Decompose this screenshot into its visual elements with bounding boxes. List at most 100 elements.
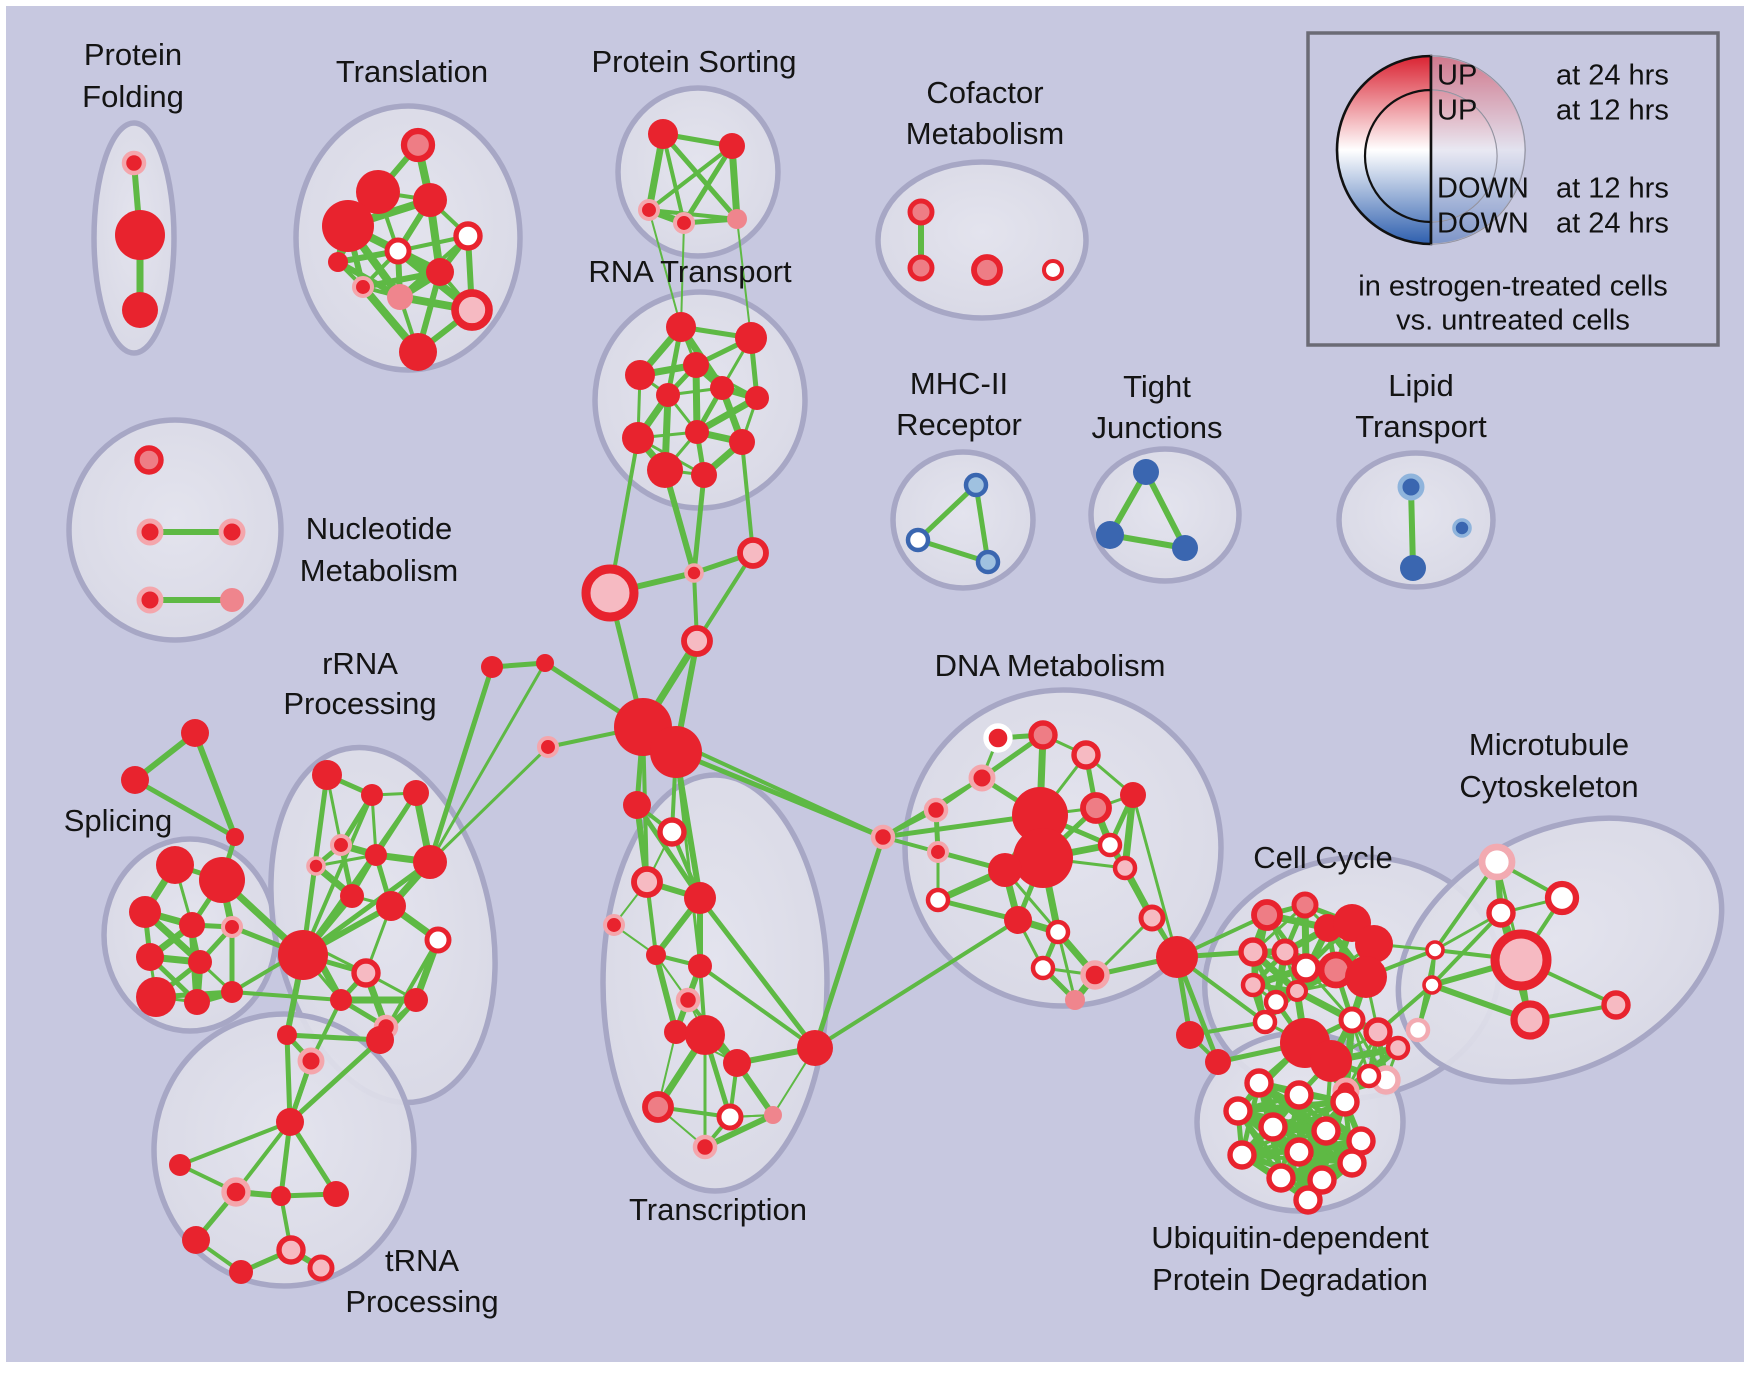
- network-node-r[interactable]: [1004, 906, 1032, 934]
- network-node-p[interactable]: [387, 284, 413, 310]
- network-node-rw[interactable]: [1252, 1009, 1278, 1035]
- network-node-r[interactable]: [745, 386, 769, 410]
- network-node-r[interactable]: [399, 333, 437, 371]
- network-node-b[interactable]: [1400, 555, 1426, 581]
- network-node-pr[interactable]: [136, 586, 164, 614]
- network-node-r[interactable]: [169, 1154, 191, 1176]
- network-node-r[interactable]: [328, 252, 348, 272]
- network-node-lb[interactable]: [1397, 473, 1425, 501]
- network-node-rp[interactable]: [1363, 1017, 1393, 1047]
- network-node-rp[interactable]: [631, 866, 663, 898]
- network-node-rw[interactable]: [1030, 955, 1056, 981]
- network-node-r[interactable]: [322, 200, 374, 252]
- network-node-r[interactable]: [221, 981, 243, 1003]
- network-node-pr[interactable]: [297, 1047, 325, 1075]
- network-node-rr[interactable]: [1080, 792, 1112, 824]
- network-node-rp[interactable]: [1271, 938, 1299, 966]
- network-node-rw[interactable]: [453, 221, 483, 251]
- network-node-r[interactable]: [330, 989, 352, 1011]
- network-node-r[interactable]: [1355, 925, 1393, 963]
- network-node-rw[interactable]: [1284, 1137, 1314, 1167]
- network-node-r[interactable]: [121, 766, 149, 794]
- network-node-r[interactable]: [1345, 956, 1387, 998]
- network-node-r[interactable]: [647, 452, 683, 488]
- network-node-r[interactable]: [122, 292, 158, 328]
- network-node-r[interactable]: [685, 420, 709, 444]
- network-node-rw[interactable]: [657, 817, 687, 847]
- network-node-r[interactable]: [271, 1186, 291, 1206]
- network-node-rw[interactable]: [1045, 919, 1071, 945]
- network-node-bw[interactable]: [905, 527, 931, 553]
- network-node-rw[interactable]: [1097, 832, 1123, 858]
- network-node-r[interactable]: [413, 183, 447, 217]
- network-node-pw[interactable]: [1405, 1017, 1431, 1043]
- network-node-rp[interactable]: [1285, 979, 1309, 1003]
- network-node-rw[interactable]: [1356, 1063, 1382, 1089]
- network-node-r[interactable]: [723, 1049, 751, 1077]
- network-node-rr[interactable]: [907, 198, 935, 226]
- network-node-pr[interactable]: [220, 915, 244, 939]
- network-node-r[interactable]: [365, 844, 387, 866]
- network-node-r[interactable]: [184, 989, 210, 1015]
- network-node-r[interactable]: [136, 977, 176, 1017]
- network-node-pr[interactable]: [351, 275, 375, 299]
- network-node-r[interactable]: [229, 1260, 253, 1284]
- network-node-r[interactable]: [323, 1181, 349, 1207]
- network-node-pr[interactable]: [602, 913, 626, 937]
- network-node-rw[interactable]: [716, 1103, 744, 1131]
- network-node-bl[interactable]: [975, 549, 1001, 575]
- network-node-pr[interactable]: [536, 735, 560, 759]
- network-node-rr[interactable]: [1251, 899, 1283, 931]
- network-node-rp[interactable]: [1490, 929, 1552, 991]
- network-node-rp[interactable]: [1238, 937, 1268, 967]
- network-node-pr[interactable]: [684, 563, 704, 583]
- network-node-r[interactable]: [648, 119, 678, 149]
- network-node-pr[interactable]: [675, 987, 701, 1013]
- network-node-r[interactable]: [136, 943, 164, 971]
- network-node-rr[interactable]: [907, 254, 935, 282]
- network-node-r[interactable]: [685, 1015, 725, 1055]
- network-node-b[interactable]: [1133, 459, 1159, 485]
- network-node-pr[interactable]: [221, 1177, 251, 1207]
- network-node-r[interactable]: [340, 884, 364, 908]
- network-node-rw[interactable]: [1422, 975, 1442, 995]
- network-node-rw[interactable]: [1337, 1148, 1367, 1178]
- network-node-r[interactable]: [688, 954, 712, 978]
- network-node-r[interactable]: [729, 429, 755, 455]
- network-node-r[interactable]: [625, 360, 655, 390]
- network-node-r[interactable]: [683, 352, 709, 378]
- network-node-rw[interactable]: [1227, 1140, 1257, 1170]
- network-node-r[interactable]: [684, 882, 716, 914]
- network-node-rp[interactable]: [737, 537, 769, 569]
- network-node-rw[interactable]: [1330, 1087, 1360, 1117]
- network-node-rp[interactable]: [581, 564, 639, 622]
- network-node-rr[interactable]: [642, 1091, 674, 1123]
- network-node-r[interactable]: [179, 912, 205, 938]
- network-node-pr[interactable]: [692, 1134, 718, 1160]
- network-node-pr[interactable]: [218, 518, 246, 546]
- network-node-r[interactable]: [115, 210, 165, 260]
- network-node-rw[interactable]: [1263, 989, 1289, 1015]
- network-node-pr[interactable]: [1080, 960, 1110, 990]
- network-node-pr[interactable]: [672, 211, 696, 235]
- network-node-rp[interactable]: [451, 289, 493, 331]
- network-node-r[interactable]: [413, 845, 447, 879]
- network-node-r[interactable]: [366, 1026, 394, 1054]
- network-node-r[interactable]: [1013, 828, 1073, 888]
- network-node-r[interactable]: [129, 896, 161, 928]
- network-node-r[interactable]: [735, 322, 767, 354]
- network-node-pr[interactable]: [121, 150, 147, 176]
- network-node-rw[interactable]: [1425, 940, 1445, 960]
- network-node-r[interactable]: [278, 930, 328, 980]
- network-node-rr[interactable]: [971, 254, 1003, 286]
- network-node-rr[interactable]: [134, 445, 164, 475]
- network-node-rr[interactable]: [1291, 891, 1319, 919]
- network-node-wr[interactable]: [983, 723, 1013, 753]
- network-node-r[interactable]: [656, 383, 680, 407]
- network-node-r[interactable]: [376, 891, 406, 921]
- network-node-p[interactable]: [764, 1106, 782, 1124]
- network-node-r[interactable]: [1120, 782, 1146, 808]
- network-node-r[interactable]: [199, 857, 245, 903]
- network-node-r[interactable]: [156, 846, 194, 884]
